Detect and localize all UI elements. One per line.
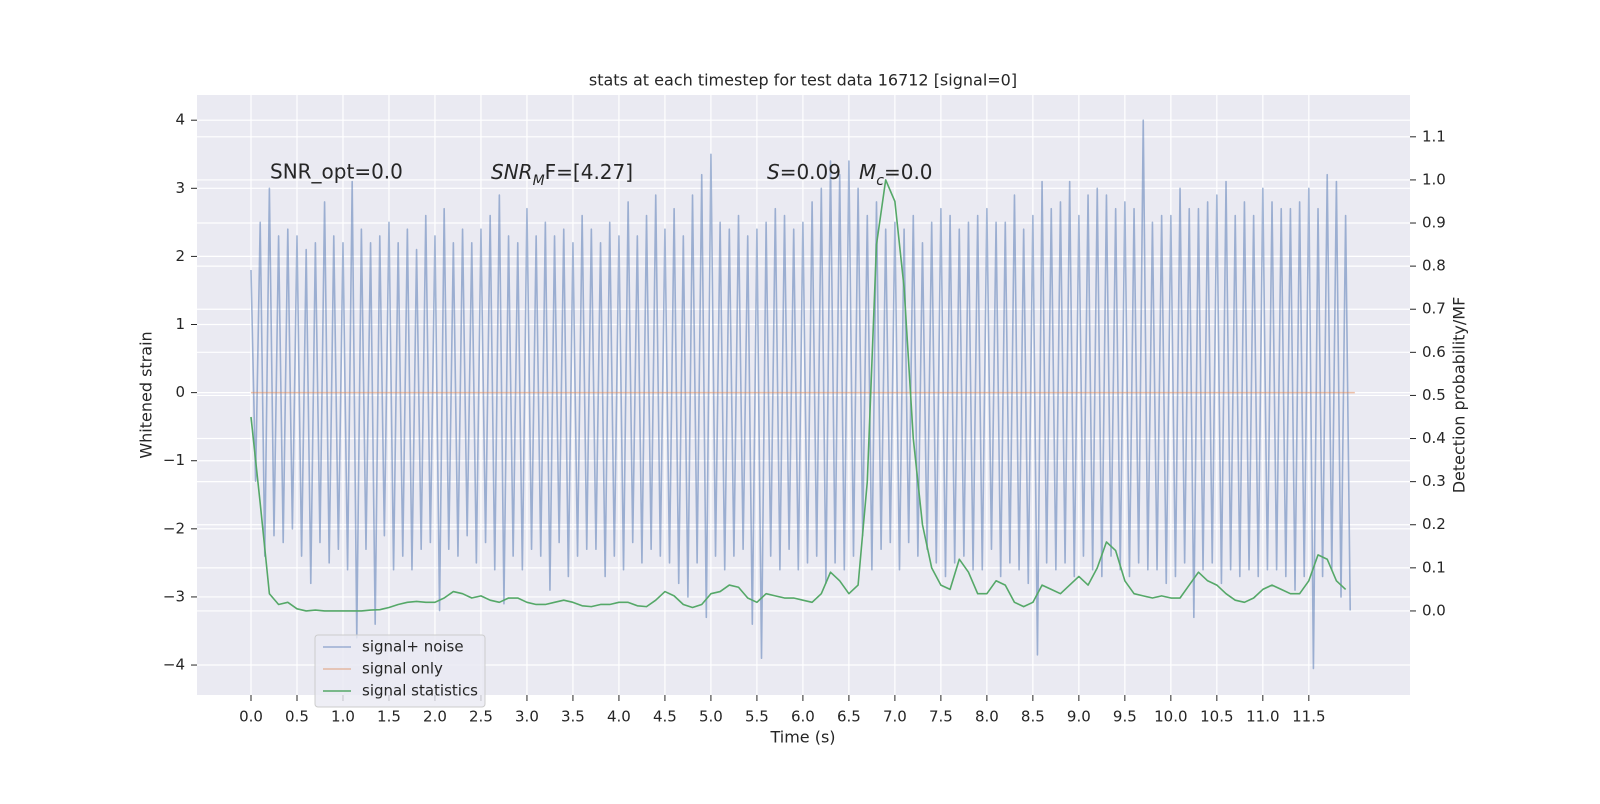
- x-tick-label: 6.5: [837, 708, 861, 726]
- y-tick-label: 3: [175, 179, 185, 197]
- x-tick-label: 10.5: [1200, 708, 1233, 726]
- x-tick-label: 4.5: [653, 708, 677, 726]
- annotation: SNRMF=[4.27]: [491, 160, 633, 190]
- y-tick-label: 1: [175, 315, 185, 333]
- annotation-part: F=[4.27]: [545, 160, 633, 184]
- y-axis-label: Whitened strain: [137, 331, 156, 458]
- y2-tick-label: 0.7: [1422, 300, 1446, 318]
- y2-tick-label: 0.2: [1422, 515, 1446, 533]
- x-tick-label: 4.0: [607, 708, 631, 726]
- annotation: S=0.09: [767, 160, 841, 184]
- data-line: [250, 179, 1347, 612]
- annotation-part: S: [767, 160, 780, 184]
- annotation-part: SNR: [491, 160, 533, 184]
- y2-tick-label: 0.6: [1422, 343, 1446, 361]
- legend-label: signal statistics: [362, 682, 478, 700]
- annotation-part: =0.0: [884, 160, 933, 184]
- y2-tick-label: 1.1: [1422, 127, 1446, 145]
- y2-tick-label: 0.1: [1422, 558, 1446, 576]
- y-tick-label: 2: [175, 247, 185, 265]
- annotation-subscript: c: [876, 173, 884, 189]
- x-tick-label: 9.5: [1113, 708, 1137, 726]
- y2-axis-label: Detection probability/MF: [1450, 297, 1469, 494]
- y-tick-label: 0: [175, 383, 185, 401]
- x-tick-label: 7.5: [929, 708, 953, 726]
- y2-tick-label: 0.8: [1422, 257, 1446, 275]
- x-tick-label: 11.5: [1292, 708, 1325, 726]
- y2-tick-label: 0.0: [1422, 601, 1446, 619]
- legend-box: [314, 634, 486, 708]
- annotation: SNR_opt=0.0: [270, 160, 403, 184]
- y-tick-label: −3: [163, 587, 185, 605]
- x-tick-label: 0.0: [239, 708, 263, 726]
- legend-label: signal+ noise: [362, 638, 464, 656]
- y2-tick-label: 1.0: [1422, 170, 1446, 188]
- x-tick-label: 2.0: [423, 708, 447, 726]
- x-axis-label: Time (s): [769, 728, 835, 747]
- y-tick-label: 4: [175, 111, 185, 129]
- chart-title: stats at each timestep for test data 167…: [589, 71, 1017, 90]
- y-tick-label: −4: [163, 656, 185, 674]
- legend-label: signal only: [362, 660, 443, 678]
- annotation: Mc=0.0: [859, 160, 933, 190]
- x-tick-label: 10.0: [1154, 708, 1187, 726]
- x-tick-label: 8.0: [975, 708, 999, 726]
- x-tick-label: 6.0: [791, 708, 815, 726]
- y2-tick-label: 0.9: [1422, 214, 1446, 232]
- x-tick-label: 11.0: [1246, 708, 1279, 726]
- x-tick-label: 7.0: [883, 708, 907, 726]
- x-tick-label: 3.0: [515, 708, 539, 726]
- data-line: [250, 119, 1352, 670]
- x-tick-label: 1.5: [377, 708, 401, 726]
- x-tick-label: 0.5: [285, 708, 309, 726]
- x-tick-label: 1.0: [331, 708, 355, 726]
- y2-tick-label: 0.4: [1422, 429, 1446, 447]
- annotation-subscript: M: [533, 173, 545, 189]
- y-tick-label: −1: [163, 451, 185, 469]
- annotation-part: M: [859, 160, 876, 184]
- x-tick-label: 8.5: [1021, 708, 1045, 726]
- x-tick-label: 3.5: [561, 708, 585, 726]
- x-tick-label: 2.5: [469, 708, 493, 726]
- x-tick-label: 5.5: [745, 708, 769, 726]
- y2-tick-label: 0.5: [1422, 386, 1446, 404]
- annotation-part: =0.09: [780, 160, 841, 184]
- x-tick-label: 5.0: [699, 708, 723, 726]
- y2-tick-label: 0.3: [1422, 472, 1446, 490]
- y-tick-label: −2: [163, 519, 185, 537]
- x-tick-label: 9.0: [1067, 708, 1091, 726]
